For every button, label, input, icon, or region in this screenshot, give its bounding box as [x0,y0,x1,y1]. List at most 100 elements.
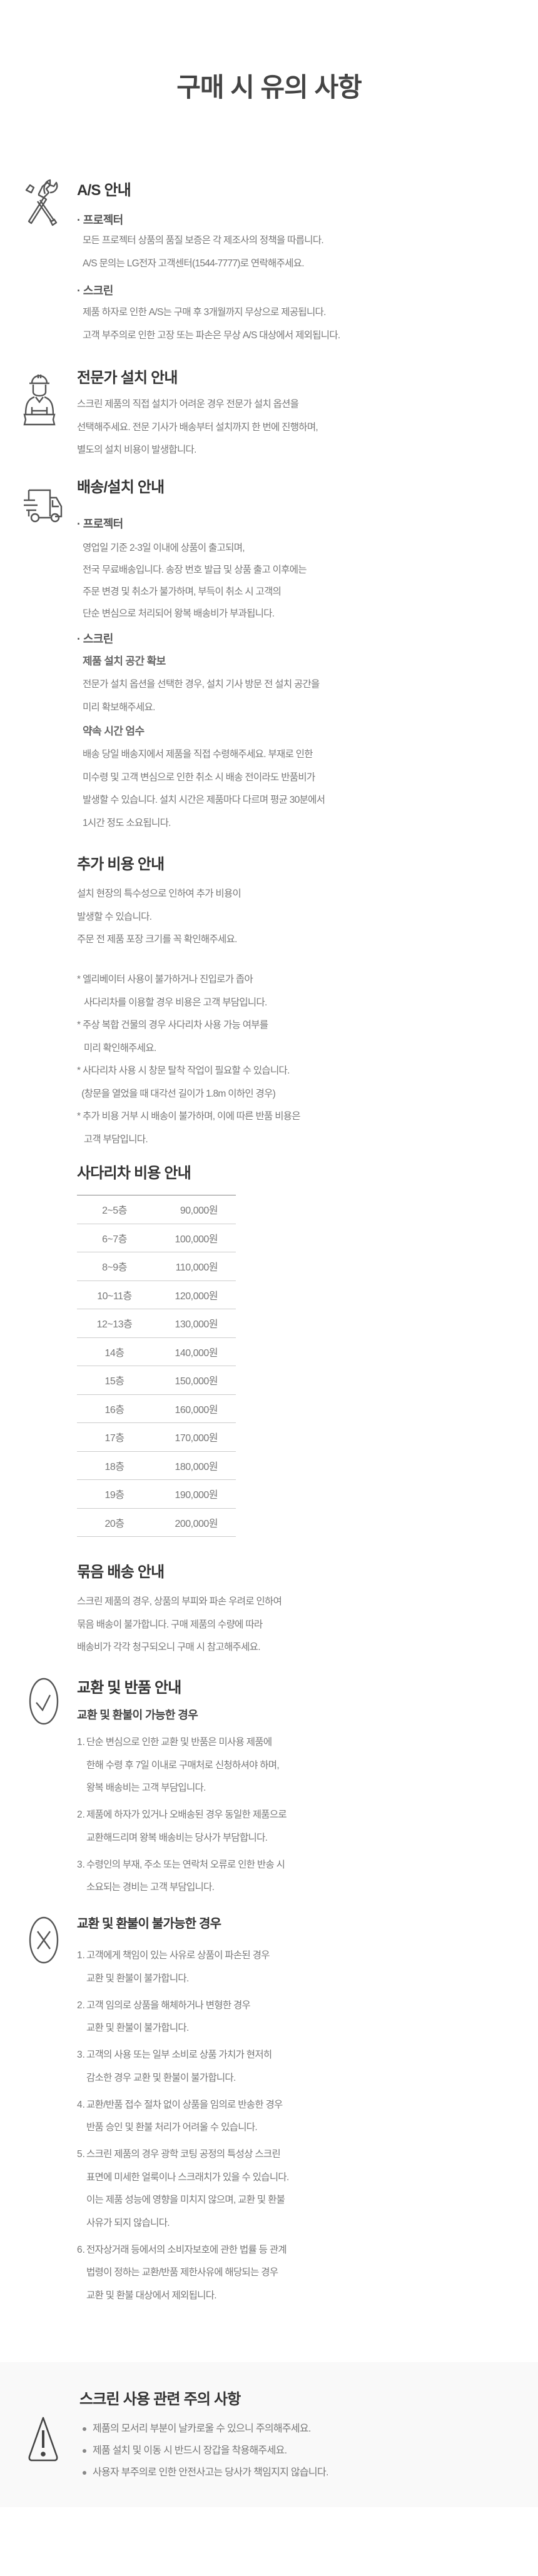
price-cell: 90,000원 [180,1205,218,1217]
space-text: 전문가 설치 옵션을 선택한 경우, 설치 기사 방문 전 설치 공간을 미리 확… [83,673,320,719]
item-text: 수령인의 부재, 주소 또는 연락처 오류로 인한 반송 시 소요되는 경비는 고… [86,1854,285,1899]
floor-cell: 19층 [104,1490,124,1501]
floor-cell: 17층 [104,1433,124,1444]
text-line: 교환 및 환불이 불가합니다. [86,2023,189,2033]
table-row: 17층 170,000원 [77,1423,236,1452]
text-line: (창문을 열었을 때 대각선 길이가 1.8m 이하인 경우) [77,1088,276,1099]
text-line: 스크린 제품의 경우, 상품의 부피와 파손 우려로 인하여 [77,1596,282,1607]
list-item: 2. 제품에 하자가 있거나 오배송된 경우 동일한 제품으로 교환해드리며 왕복 … [77,1804,287,1849]
as-projector-label: · 프로젝터 [77,214,123,226]
floor-cell: 10~11층 [97,1291,132,1302]
warning-icon [27,2415,59,2463]
text-line: 소요되는 경비는 고객 부담입니다. [86,1882,215,1893]
text-line: 주문 변경 및 취소가 불가하며, 부득이 취소 시 고객의 [83,586,282,597]
caution-text: 제품의 모서리 부분이 날카로울 수 있으니 주의해주세요. [93,2423,311,2434]
check-circle-icon [29,1678,59,1725]
text-line: * 엘리베이터 사용이 불가하거나 진입로가 좁아 [77,974,253,985]
table-row: 19층 190,000원 [77,1480,236,1509]
text-line: 배송비가 각각 청구되오니 구매 시 참고해주세요. [77,1642,261,1653]
text-line: 교환 및 환불이 불가합니다. [86,1973,189,1984]
list-item: 2. 고객 임의로 상품을 해체하거나 변형한 경우 교환 및 환불이 불가합니다. [77,1995,289,2040]
text-line: 교환해드리며 왕복 배송비는 당사가 부담합니다. [86,1832,268,1843]
list-item: 1. 고객에게 책임이 있는 사유로 상품이 파손된 경우 교환 및 환불이 불가합… [77,1945,289,1990]
caution-list: 제품의 모서리 부분이 날카로울 수 있으니 주의해주세요. 제품 설치 및 이동… [80,2418,328,2483]
table-row: 15층 150,000원 [77,1366,236,1395]
impossible-list: 1. 고객에게 책임이 있는 사유로 상품이 파손된 경우 교환 및 환불이 불가합… [77,1945,289,2312]
caution-item: 제품 설치 및 이동 시 반드시 장갑을 착용해주세요. [80,2440,328,2462]
floor-cell: 12~13층 [96,1319,133,1331]
price-cell: 180,000원 [175,1461,218,1472]
text-line: 고객에게 책임이 있는 사유로 상품이 파손된 경우 [86,1950,270,1961]
text-line: 반품 승인 및 환불 처리가 어려울 수 있습니다. [86,2122,258,2133]
truck-icon [23,485,64,526]
price-cell: 120,000원 [175,1291,218,1302]
bullet-icon [83,2427,86,2431]
as-screen-text: 제품 하자로 인한 A/S는 구매 후 3개월까지 무상으로 제공됩니다. 고객 … [83,301,340,347]
floor-cell: 14층 [104,1347,124,1359]
text-line: 제품 하자로 인한 A/S는 구매 후 3개월까지 무상으로 제공됩니다. [83,307,326,318]
text-line: 고객 부주의로 인한 고장 또는 파손은 무상 A/S 대상에서 제외됩니다. [83,330,340,341]
price-cell: 150,000원 [175,1376,218,1387]
text-line: 단순 변심으로 인한 교환 및 반품은 미사용 제품에 [86,1737,272,1748]
text-line: 단순 변심으로 처리되어 왕복 배송비가 부과됩니다. [83,608,275,619]
floor-cell: 8~9층 [102,1262,127,1274]
x-circle-icon [29,1916,59,1964]
delivery-screen-label: · 스크린 [77,633,113,645]
item-text: 전자상거래 등에서의 소비자보호에 관한 법률 등 관계 법령이 정하는 교환/반… [86,2239,287,2308]
text-line: 감소한 경우 교환 및 환불이 불가합니다. [86,2072,236,2083]
table-row: 6~7층 100,000원 [77,1224,236,1252]
text-line: 발생할 수 있습니다. 설치 시간은 제품마다 다르며 평균 30분에서 [83,795,325,805]
tools-icon [25,176,60,226]
price-cell: 110,000원 [175,1262,218,1274]
delivery-heading: 배송/설치 안내 [77,479,165,496]
price-cell: 100,000원 [175,1234,218,1245]
table-row: 16층 160,000원 [77,1395,236,1423]
price-cell: 160,000원 [175,1404,218,1416]
expert-heading: 전문가 설치 안내 [77,370,178,386]
text-line: 미리 확인해주세요. [77,1042,156,1054]
extra-cost-text: 설치 현장의 특수성으로 인하여 추가 비용이 발생할 수 있습니다. 주문 전 제… [77,883,241,952]
text-line: 모든 프로젝터 상품의 품질 보증은 각 제조사의 정책을 따릅니다. [83,235,324,246]
price-cell: 170,000원 [175,1433,218,1444]
caution-text: 사용자 부주의로 인한 안전사고는 당사가 책임지지 않습니다. [93,2467,328,2478]
text-line: * 사다리차 사용 시 창문 탈착 작업이 필요할 수 있습니다. [77,1065,290,1076]
floor-cell: 15층 [104,1376,124,1387]
list-item: 6. 전자상거래 등에서의 소비자보호에 관한 법률 등 관계 법령이 정하는 교환… [77,2239,289,2308]
text-line: 한해 수령 후 7일 이내로 구매처로 신청하셔야 하며, [86,1759,280,1771]
ladder-heading: 사다리차 비용 안내 [77,1165,191,1182]
caution-item: 제품의 모서리 부분이 날카로울 수 있으니 주의해주세요. [80,2418,328,2440]
text-line: 미리 확보해주세요. [83,702,155,713]
floor-cell: 20층 [104,1518,124,1529]
exchange-heading: 교환 및 반품 안내 [77,1679,181,1696]
as-projector-text: 모든 프로젝터 상품의 품질 보증은 각 제조사의 정책을 따릅니다. A/S 문… [83,229,324,275]
text-line: 스크린 제품의 경우 광학 코팅 공정의 특성상 스크린 [86,2149,281,2160]
bullet-icon [83,2448,86,2453]
list-item: 5. 스크린 제품의 경우 광학 코팅 공정의 특성상 스크린 표면에 미세한 얼룩… [77,2143,289,2235]
caution-text: 제품 설치 및 이동 시 반드시 장갑을 착용해주세요. [93,2445,287,2456]
bundle-text: 스크린 제품의 경우, 상품의 부피와 파손 우려로 인하여 묶음 배송이 불가합… [77,1591,282,1659]
item-text: 제품에 하자가 있거나 오배송된 경우 동일한 제품으로 교환해드리며 왕복 배송… [86,1804,287,1849]
installer-icon [22,367,57,432]
ladder-price-table: 2~5층 90,000원 6~7층 100,000원 8~9층 110,000원 10~11… [77,1195,236,1537]
text-line: 고객의 사용 또는 일부 소비로 상품 가치가 현저히 [86,2050,272,2060]
text-line: 표면에 미세한 얼룩이나 스크래치가 있을 수 있습니다. [86,2171,289,2183]
text-line: 주문 전 제품 포장 크기를 꼭 확인해주세요. [77,934,237,945]
bundle-heading: 묶음 배송 안내 [77,1564,165,1581]
text-line: 교환 및 환불 대상에서 제외됩니다. [86,2290,217,2301]
item-number: 4. [77,2099,85,2110]
impossible-title: 교환 및 환불이 불가능한 경우 [77,1917,221,1931]
table-row: 8~9층 110,000원 [77,1252,236,1281]
caution-item: 사용자 부주의로 인한 안전사고는 당사가 책임지지 않습니다. [80,2462,328,2483]
table-row: 20층 200,000원 [77,1509,236,1537]
caution-box [0,2362,538,2507]
text-line: 미수령 및 고객 변심으로 인한 취소 시 배송 전이라도 반품비가 [83,772,315,783]
text-line: A/S 문의는 LG전자 고객센터(1544-7777)로 연락해주세요. [83,258,305,269]
as-screen-label: · 스크린 [77,284,113,297]
extra-cost-heading: 추가 비용 안내 [77,856,165,873]
page-title: 구매 시 유의 사항 [176,73,362,102]
text-line: 사유가 되지 않습니다. [86,2217,170,2228]
